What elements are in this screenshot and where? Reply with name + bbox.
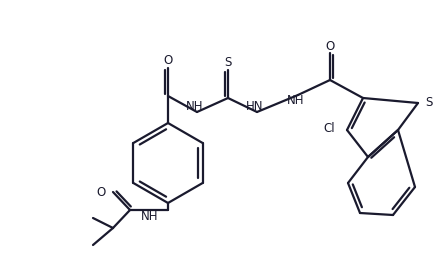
Text: O: O — [325, 40, 335, 52]
Text: O: O — [164, 55, 172, 67]
Text: O: O — [97, 185, 106, 198]
Text: S: S — [224, 57, 232, 70]
Text: NH: NH — [141, 210, 158, 224]
Text: Cl: Cl — [323, 121, 335, 135]
Text: NH: NH — [287, 94, 305, 108]
Text: HN: HN — [246, 99, 264, 112]
Text: S: S — [425, 96, 432, 109]
Text: NH: NH — [186, 99, 204, 112]
